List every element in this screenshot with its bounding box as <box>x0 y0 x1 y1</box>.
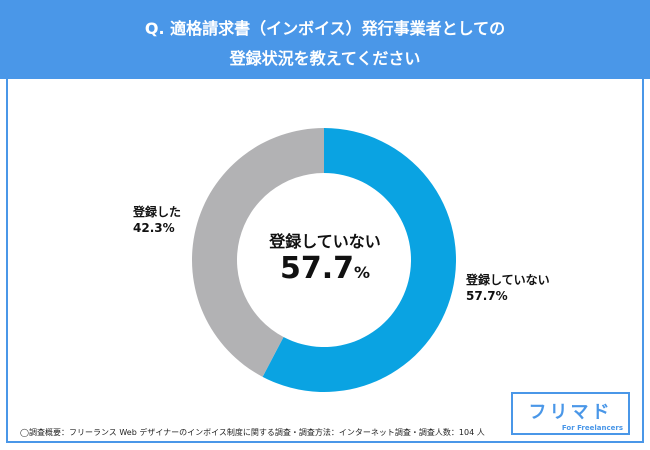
center-category-label: 登録していない <box>269 232 381 251</box>
logo-main-text: フリマド <box>528 402 613 423</box>
header-banner: Q. 適格請求書（インボイス）発行事業者としての 登録状況を教えてください <box>0 0 650 79</box>
slice-label-not-registered: 登録していない 57.7% <box>466 272 550 304</box>
slice-label-registered-category: 登録した <box>133 205 182 219</box>
logo-sub-text: For Freelancers <box>561 424 623 432</box>
chart-frame <box>6 79 644 443</box>
center-value-label: 57.7% <box>225 251 425 286</box>
slice-not-registered <box>262 128 457 393</box>
center-value-number: 57.7 <box>279 251 354 286</box>
brand-logo: フリマド For Freelancers <box>511 392 630 435</box>
slice-registered <box>192 128 324 377</box>
slice-label-registered-value: 42.3% <box>133 221 175 235</box>
slice-label-not-registered-category: 登録していない <box>466 273 550 287</box>
slice-label-not-registered-value: 57.7% <box>466 289 508 303</box>
slice-label-registered: 登録した 42.3% <box>133 204 181 236</box>
survey-note: ◯調査概要：フリーランス Web デザイナーのインボイス制度に関する調査・調査方… <box>20 428 485 437</box>
chart-title-line-2: 登録状況を教えてください <box>229 49 421 68</box>
chart-title-line-1: Q. 適格請求書（インボイス）発行事業者としての <box>144 19 506 38</box>
center-value-unit: % <box>354 263 371 282</box>
